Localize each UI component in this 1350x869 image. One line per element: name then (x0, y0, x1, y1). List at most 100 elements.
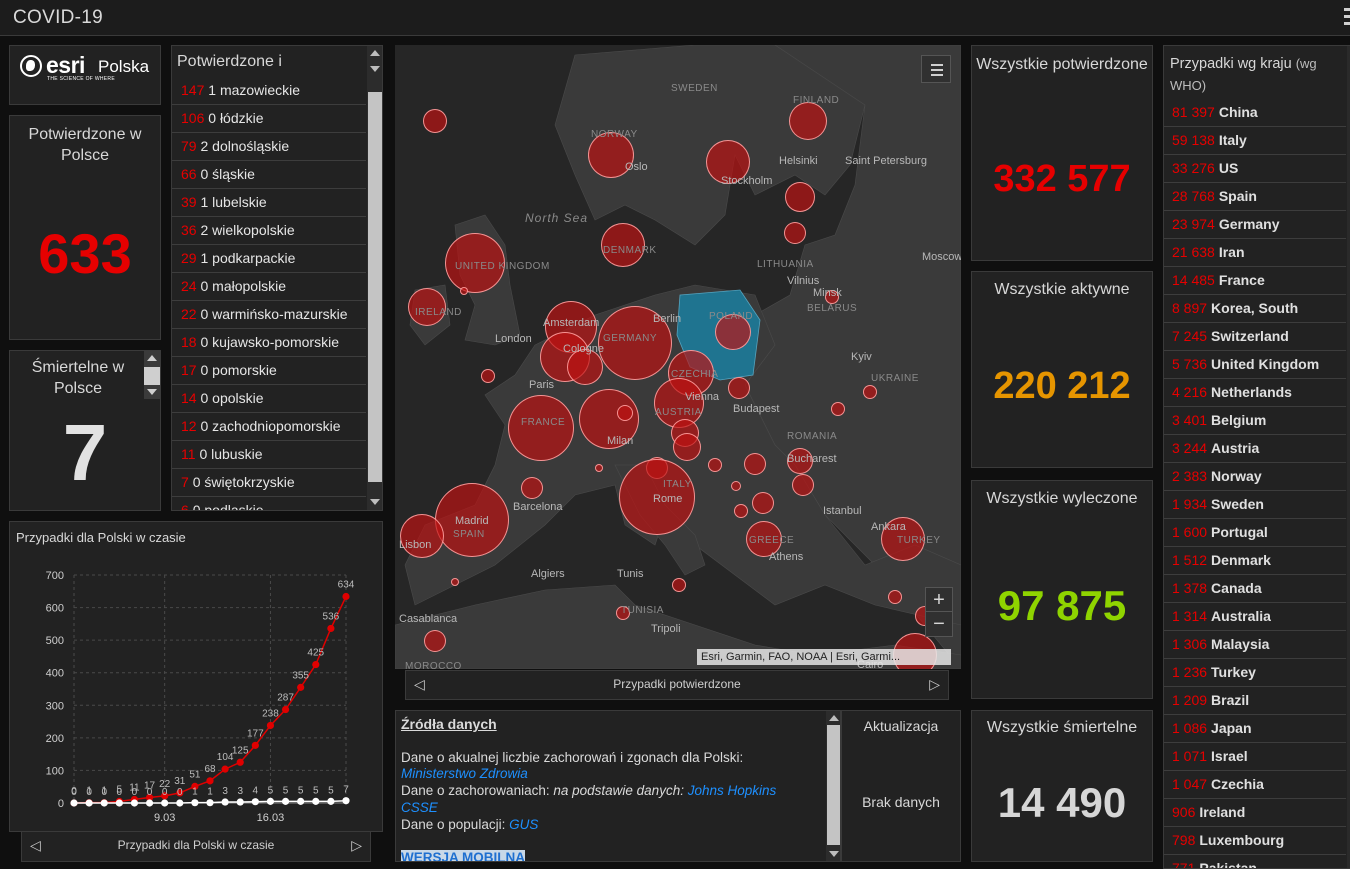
region-row[interactable]: 24 0 małopolskie (172, 273, 366, 301)
map-case-bubble[interactable] (672, 578, 686, 592)
region-row[interactable]: 66 0 śląskie (172, 161, 366, 189)
sources-scrollbar[interactable] (826, 711, 840, 861)
country-row[interactable]: 8 897 Korea, South (1164, 295, 1346, 323)
map-case-bubble[interactable] (825, 290, 839, 304)
map-case-bubble[interactable] (734, 504, 748, 518)
map-case-bubble[interactable] (460, 287, 468, 295)
map-case-bubble[interactable] (708, 458, 722, 472)
country-row[interactable]: 3 401 Belgium (1164, 407, 1346, 435)
map-case-bubble[interactable] (521, 477, 543, 499)
link-csse[interactable]: CSSE (401, 800, 438, 815)
country-row[interactable]: 906 Ireland (1164, 799, 1346, 827)
map-case-bubble[interactable] (787, 448, 813, 474)
country-row[interactable]: 1 236 Turkey (1164, 659, 1346, 687)
map-case-bubble[interactable] (789, 102, 827, 140)
country-row[interactable]: 81 397 China (1164, 99, 1346, 127)
map-case-bubble[interactable] (831, 402, 845, 416)
region-row[interactable]: 7 0 świętokrzyskie (172, 469, 366, 497)
legend-list-icon[interactable] (921, 55, 951, 83)
country-row[interactable]: 59 138 Italy (1164, 127, 1346, 155)
country-row[interactable]: 1 378 Canada (1164, 575, 1346, 603)
scroll-up-icon[interactable] (370, 50, 380, 56)
scroll-down-icon[interactable] (147, 389, 157, 395)
country-row[interactable]: 1 600 Portugal (1164, 519, 1346, 547)
country-row[interactable]: 1 047 Czechia (1164, 771, 1346, 799)
region-row[interactable]: 79 2 dolnośląskie (172, 133, 366, 161)
map-case-bubble[interactable] (588, 132, 634, 178)
link-johns-hopkins[interactable]: Johns Hopkins (687, 783, 777, 798)
map-case-bubble[interactable] (731, 481, 741, 491)
map-case-bubble[interactable] (728, 377, 750, 399)
scroll-up-icon[interactable] (829, 715, 839, 721)
link-gus[interactable]: GUS (509, 817, 539, 832)
region-row[interactable]: 14 0 opolskie (172, 385, 366, 413)
map-case-bubble[interactable] (451, 578, 459, 586)
map-case-bubble[interactable] (744, 453, 766, 475)
deaths-scrollbar[interactable] (144, 351, 160, 399)
country-row[interactable]: 4 216 Netherlands (1164, 379, 1346, 407)
map-case-bubble[interactable] (423, 109, 447, 133)
region-row[interactable]: 106 0 łódzkie (172, 105, 366, 133)
country-row[interactable]: 1 306 Malaysia (1164, 631, 1346, 659)
country-row[interactable]: 7 245 Switzerland (1164, 323, 1346, 351)
map-next-icon[interactable]: ▷ (929, 676, 940, 692)
map-case-bubble[interactable] (481, 369, 495, 383)
country-row[interactable]: 21 638 Iran (1164, 239, 1346, 267)
region-row[interactable]: 39 1 lubelskie (172, 189, 366, 217)
scroll-thumb[interactable] (827, 725, 840, 845)
region-row[interactable]: 6 0 podlaskie (172, 497, 366, 510)
map-case-bubble[interactable] (616, 606, 630, 620)
country-row[interactable]: 798 Luxembourg (1164, 827, 1346, 855)
map-case-bubble[interactable] (598, 306, 672, 380)
country-row[interactable]: 2 383 Norway (1164, 463, 1346, 491)
country-row[interactable]: 1 512 Denmark (1164, 547, 1346, 575)
region-row[interactable]: 18 0 kujawsko-pomorskie (172, 329, 366, 357)
scroll-thumb[interactable] (368, 92, 382, 482)
country-row[interactable]: 3 244 Austria (1164, 435, 1346, 463)
map-case-bubble[interactable] (400, 514, 444, 558)
country-row[interactable]: 1 314 Australia (1164, 603, 1346, 631)
region-row[interactable]: 22 0 warmińsko-mazurskie (172, 301, 366, 329)
map-case-bubble[interactable] (619, 459, 695, 535)
mobile-version-link[interactable]: WERSJA MOBILNA (401, 850, 525, 861)
scroll-down-icon[interactable] (370, 499, 380, 505)
map-case-bubble[interactable] (881, 517, 925, 561)
map-case-bubble[interactable] (863, 385, 877, 399)
countries-scrollbar[interactable] (1347, 46, 1350, 868)
chart-prev-icon[interactable]: ◁ (30, 837, 41, 853)
map-case-bubble[interactable] (784, 222, 806, 244)
country-row[interactable]: 1 209 Brazil (1164, 687, 1346, 715)
map-case-bubble[interactable] (595, 464, 603, 472)
country-row[interactable]: 23 974 Germany (1164, 211, 1346, 239)
country-row[interactable]: 28 768 Spain (1164, 183, 1346, 211)
regions-scrollbar[interactable] (367, 46, 382, 510)
map-case-bubble[interactable] (706, 140, 750, 184)
map-case-bubble[interactable] (408, 288, 446, 326)
map-case-bubble[interactable] (617, 405, 633, 421)
map-case-bubble[interactable] (785, 182, 815, 212)
country-row[interactable]: 5 736 United Kingdom (1164, 351, 1346, 379)
country-row[interactable]: 1 934 Sweden (1164, 491, 1346, 519)
country-row[interactable]: 1 086 Japan (1164, 715, 1346, 743)
chart-next-icon[interactable]: ▷ (351, 837, 362, 853)
country-row[interactable]: 1 071 Israel (1164, 743, 1346, 771)
map-case-bubble[interactable] (888, 590, 902, 604)
zoom-out-button[interactable]: − (933, 613, 945, 635)
scroll-down-icon[interactable] (829, 851, 839, 857)
zoom-in-button[interactable]: + (926, 588, 952, 612)
region-row[interactable]: 147 1 mazowieckie (172, 77, 366, 105)
region-row[interactable]: 36 2 wielkopolskie (172, 217, 366, 245)
scroll-thumb[interactable] (144, 367, 160, 385)
map-case-bubble[interactable] (508, 395, 574, 461)
map-prev-icon[interactable]: ◁ (414, 676, 425, 692)
region-row[interactable]: 12 0 zachodniopomorskie (172, 413, 366, 441)
map-case-bubble[interactable] (715, 314, 751, 350)
map-case-bubble[interactable] (435, 483, 509, 557)
map-case-bubble[interactable] (792, 474, 814, 496)
link-ministerstwo[interactable]: Ministerstwo Zdrowia (401, 766, 528, 781)
scroll-down-icon[interactable] (370, 66, 380, 72)
region-row[interactable]: 11 0 lubuskie (172, 441, 366, 469)
map-case-bubble[interactable] (424, 630, 446, 652)
region-row[interactable]: 17 0 pomorskie (172, 357, 366, 385)
map-case-bubble[interactable] (752, 492, 774, 514)
